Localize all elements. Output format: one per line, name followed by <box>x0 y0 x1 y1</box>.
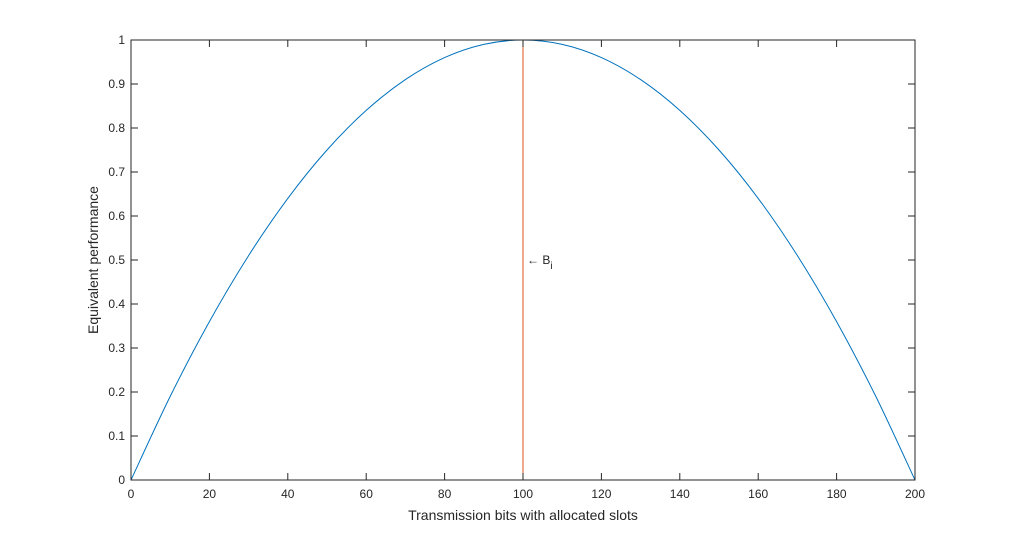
x-tick-label: 140 <box>670 487 690 501</box>
annotation-label: ← Bi <box>527 253 553 272</box>
x-tick-label: 200 <box>905 487 925 501</box>
x-tick-label: 180 <box>827 487 847 501</box>
y-tick-label: 0.1 <box>108 429 125 443</box>
x-tick-label: 40 <box>281 487 295 501</box>
x-tick-label: 0 <box>128 487 135 501</box>
y-tick-label: 0.7 <box>108 165 125 179</box>
y-tick-label: 0.9 <box>108 77 125 91</box>
y-tick-label: 0.4 <box>108 297 125 311</box>
y-tick-label: 0.5 <box>108 253 125 267</box>
ticks-layer: 0 20 40 60 80 100 120 140 160 180 200 0 0.1 0.2 0.3 0.4… <box>108 33 925 501</box>
y-tick-label: 0.2 <box>108 385 125 399</box>
x-tick-label: 100 <box>513 487 533 501</box>
y-tick-label: 0.8 <box>108 121 125 135</box>
y-tick-label: 0.6 <box>108 209 125 223</box>
x-tick-label: 160 <box>748 487 768 501</box>
y-tick-label: 0.3 <box>108 341 125 355</box>
x-axis-label: Transmission bits with allocated slots <box>408 507 638 523</box>
x-tick-label: 80 <box>438 487 452 501</box>
x-tick-label: 20 <box>203 487 217 501</box>
y-axis-label: Equivalent performance <box>85 186 101 334</box>
y-tick-label: 0 <box>118 473 125 487</box>
annotation-layer: ← Bi <box>527 253 553 272</box>
x-tick-label: 60 <box>360 487 374 501</box>
y-tick-label: 1 <box>118 33 125 47</box>
x-tick-label: 120 <box>591 487 611 501</box>
